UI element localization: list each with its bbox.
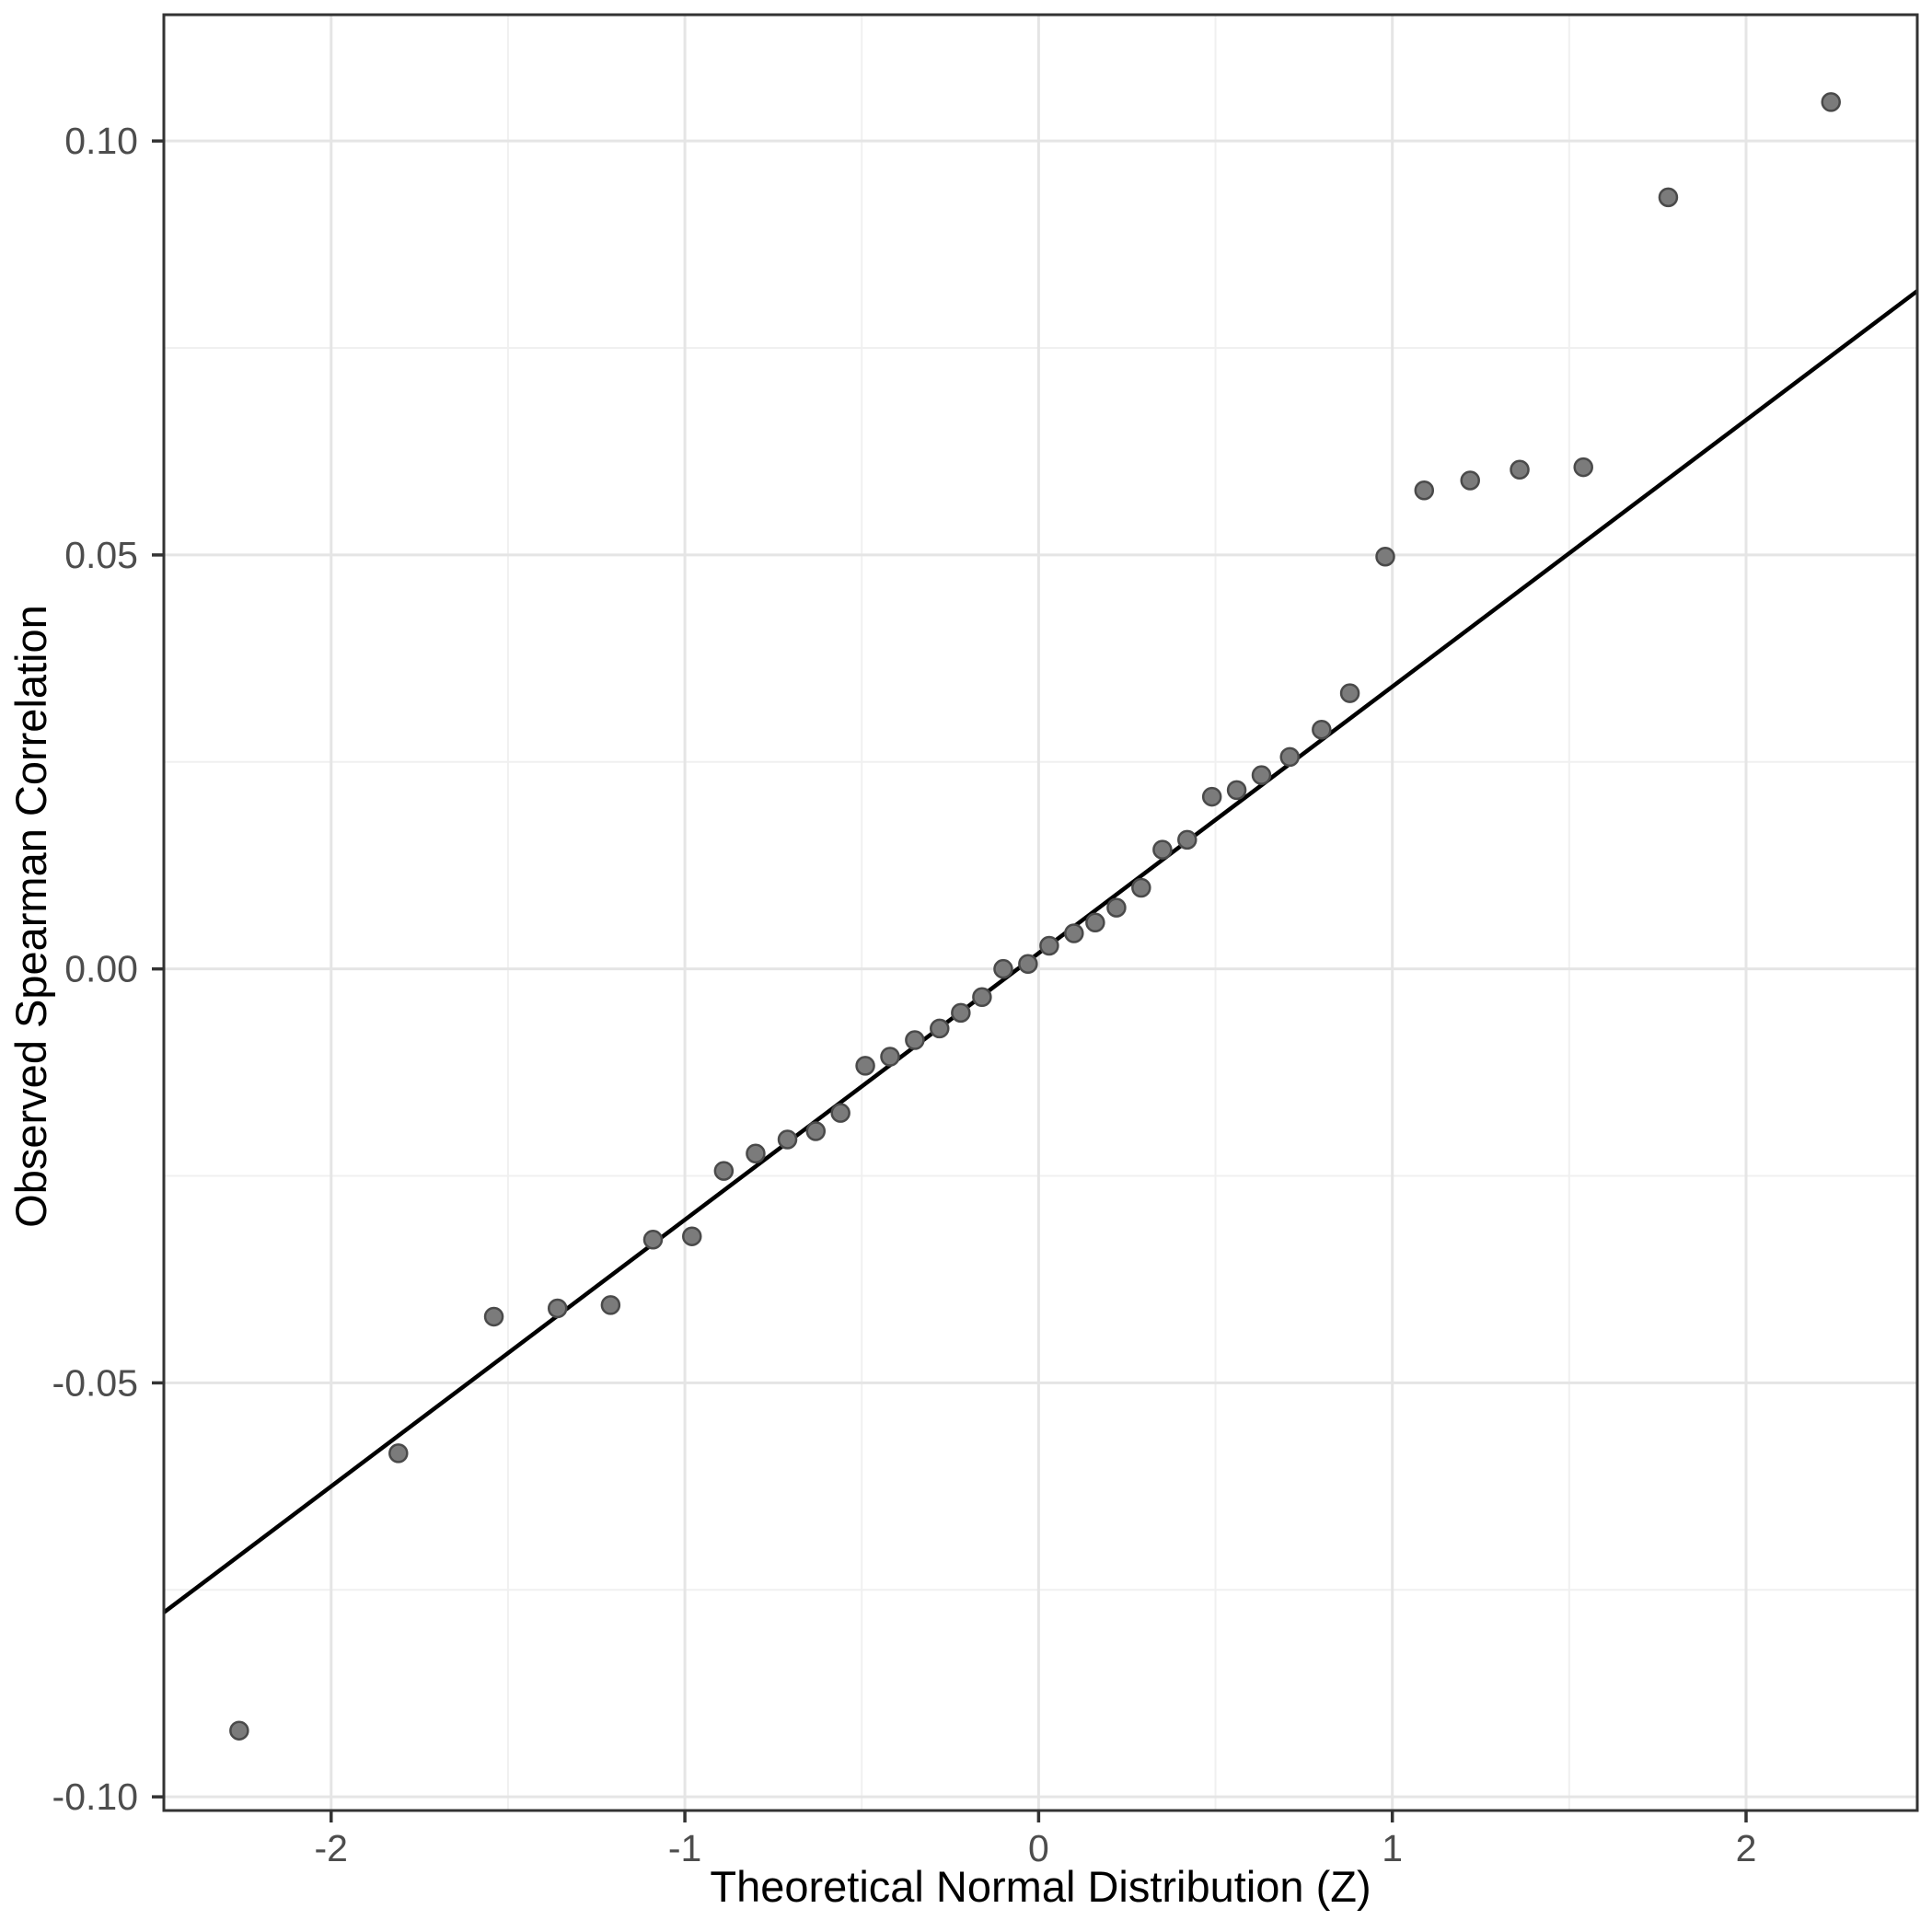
data-point (713, 1161, 735, 1181)
data-point (1251, 765, 1272, 785)
data-point (951, 1002, 971, 1024)
data-point (1152, 839, 1173, 860)
data-point (777, 1129, 798, 1150)
data-point (388, 1443, 409, 1463)
data-point (682, 1226, 702, 1246)
data-point (855, 1056, 875, 1076)
y-axis-title: Observed Spearman Correlation (6, 605, 55, 1228)
data-point (1226, 780, 1247, 801)
data-point (1658, 187, 1679, 208)
data-point (972, 987, 992, 1007)
data-point (1106, 897, 1127, 918)
data-point (1821, 92, 1841, 112)
data-point (1018, 954, 1038, 975)
data-point (1064, 923, 1084, 943)
data-point (1573, 457, 1593, 478)
data-point (642, 1230, 664, 1250)
data-point (1279, 746, 1300, 768)
x-tick-label: -2 (315, 1827, 348, 1869)
data-point (1312, 719, 1332, 740)
data-point (905, 1030, 925, 1050)
data-point (1177, 829, 1197, 850)
data-point (547, 1298, 568, 1319)
panel-border (162, 13, 1919, 1812)
data-point (600, 1295, 621, 1315)
x-axis-title: Theoretical Normal Distribution (Z) (710, 1862, 1371, 1911)
data-point (1339, 683, 1360, 703)
x-tick-label: 0 (1028, 1827, 1049, 1869)
data-point (1131, 877, 1151, 898)
x-tick-label: 1 (1382, 1827, 1403, 1869)
y-tick-label: -0.05 (52, 1361, 138, 1404)
data-point (1375, 546, 1395, 567)
data-point (993, 958, 1013, 979)
qq-reference-line (162, 289, 1919, 1614)
data-point (1039, 935, 1059, 956)
y-tick-label: 0.00 (64, 948, 138, 990)
data-point (1510, 459, 1530, 480)
data-point (746, 1143, 766, 1164)
data-point (483, 1306, 504, 1327)
data-point (930, 1018, 950, 1039)
y-tick-label: 0.10 (64, 120, 138, 162)
y-tick-label: -0.10 (52, 1776, 138, 1818)
y-tick-label: 0.05 (64, 534, 138, 576)
data-point (229, 1720, 249, 1741)
data-point (1085, 912, 1105, 933)
data-point (1201, 786, 1222, 807)
data-point (1460, 470, 1480, 491)
plot-panel (164, 15, 1917, 1811)
x-tick-label: 2 (1736, 1827, 1757, 1869)
data-point (880, 1047, 900, 1067)
x-tick-label: -1 (668, 1827, 701, 1869)
data-point (1414, 480, 1435, 501)
data-point (830, 1103, 850, 1123)
data-point (805, 1121, 827, 1141)
